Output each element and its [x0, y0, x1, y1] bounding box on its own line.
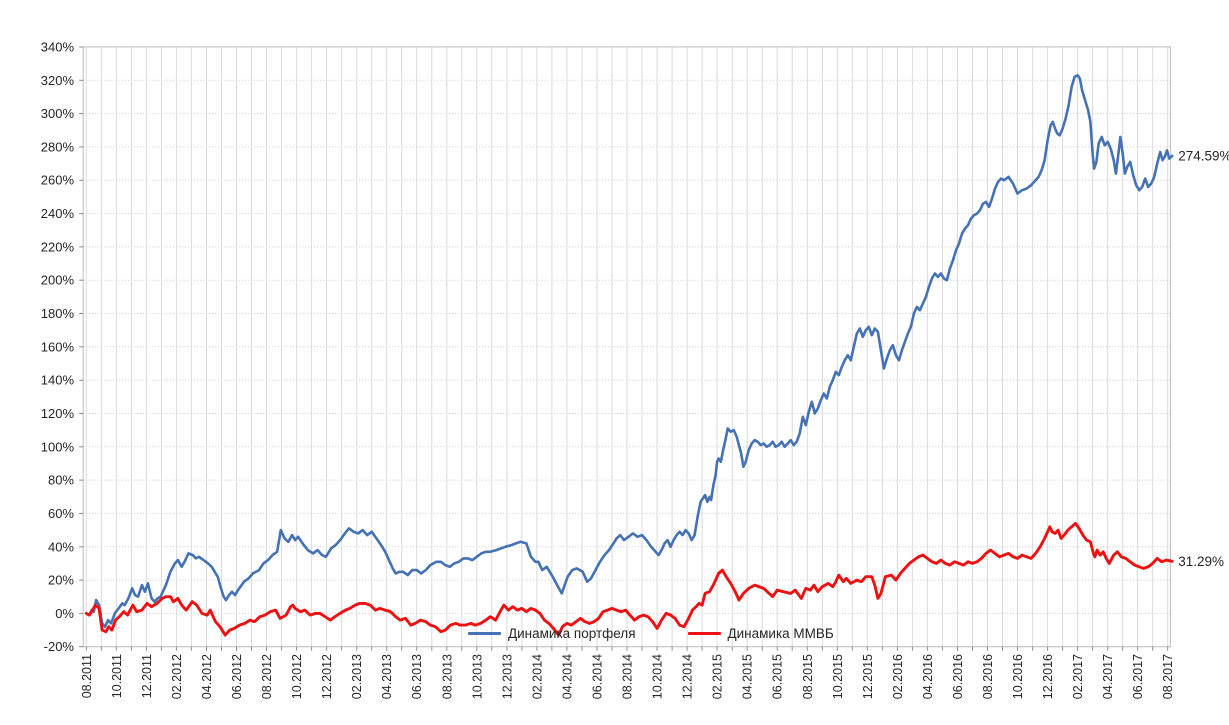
x-tick-label: 02.2016	[891, 654, 905, 699]
x-tick-label: 06.2017	[1131, 654, 1145, 699]
x-tick-label: 04.2012	[200, 654, 214, 699]
x-axis-labels: 08.2011 10.2011 12.2011 02.2012 04.2012 06.20…	[80, 654, 1175, 699]
x-tick-label: 12.2011	[140, 654, 154, 698]
axis-tick-marks	[79, 46, 1169, 651]
series-line-portfolio	[85, 74, 1174, 628]
x-tick-label: 08.2011	[80, 654, 94, 698]
y-tick-label: 240%	[41, 206, 75, 221]
y-tick-label: 60%	[48, 506, 74, 521]
legend-label-micex: Динамика ММВБ	[727, 626, 834, 641]
x-tick-label: 12.2012	[320, 654, 334, 699]
x-tick-label: 12.2014	[681, 654, 695, 699]
y-tick-label: 80%	[48, 473, 74, 488]
x-tick-label: 04.2013	[380, 654, 394, 699]
x-tick-label: 02.2012	[170, 654, 184, 699]
x-tick-label: 06.2014	[591, 654, 605, 699]
x-tick-label: 10.2013	[470, 654, 484, 699]
x-tick-label: 02.2014	[530, 654, 544, 699]
x-tick-label: 08.2016	[981, 654, 995, 699]
x-tick-label: 12.2013	[500, 654, 514, 699]
x-tick-label: 08.2015	[801, 654, 815, 699]
y-tick-label: 0%	[55, 606, 74, 621]
micex-line-swatch-icon	[687, 632, 721, 635]
y-tick-label: 260%	[41, 173, 75, 188]
x-tick-label: 10.2014	[651, 654, 665, 699]
legend-label-portfolio: Динамика портфеля	[508, 626, 636, 641]
series-line-micex	[84, 521, 1174, 637]
x-tick-label: 12.2015	[861, 654, 875, 699]
x-tick-label: 02.2015	[711, 654, 725, 699]
y-tick-label: 340%	[41, 40, 75, 55]
x-tick-label: 10.2011	[110, 654, 124, 698]
x-tick-label: 04.2017	[1101, 654, 1115, 699]
x-tick-label: 08.2017	[1161, 654, 1175, 699]
series-end-label-micex: 31.29%	[1178, 554, 1224, 569]
x-tick-label: 06.2012	[230, 654, 244, 699]
x-tick-label: 10.2015	[831, 654, 845, 699]
x-tick-label: 04.2014	[560, 654, 574, 699]
legend-item-portfolio: Динамика портфеля	[468, 626, 636, 641]
y-tick-label: 160%	[41, 339, 75, 354]
y-tick-label: 220%	[41, 239, 75, 254]
y-tick-label: 180%	[41, 306, 75, 321]
x-tick-label: 12.2016	[1041, 654, 1055, 699]
y-axis-labels: 340% 320% 300% 280% 260% 240% 220% 200% 180% 160%…	[41, 40, 75, 655]
x-tick-label: 06.2013	[410, 654, 424, 699]
x-tick-label: 08.2013	[440, 654, 454, 699]
y-tick-label: 300%	[41, 106, 75, 121]
x-tick-label: 06.2015	[771, 654, 785, 699]
x-tick-label: 02.2017	[1071, 654, 1085, 699]
x-tick-label: 02.2013	[350, 654, 364, 699]
y-tick-label: 100%	[41, 439, 75, 454]
x-tick-label: 04.2016	[921, 654, 935, 699]
x-tick-label: 04.2015	[741, 654, 755, 699]
y-tick-label: -20%	[44, 639, 75, 654]
portfolio-line-swatch-icon	[468, 632, 501, 635]
legend-item-micex: Динамика ММВБ	[687, 626, 834, 641]
x-tick-label: 08.2014	[621, 654, 635, 699]
y-tick-label: 40%	[48, 539, 74, 554]
y-tick-label: 20%	[48, 573, 74, 588]
vertical-gridlines	[85, 46, 1169, 647]
y-tick-label: 320%	[41, 73, 75, 88]
x-tick-label: 08.2012	[260, 654, 274, 699]
x-tick-label: 10.2016	[1011, 654, 1025, 699]
y-tick-label: 200%	[41, 273, 75, 288]
y-tick-label: 140%	[41, 373, 75, 388]
chart-legend: Динамика портфеля Динамика ММВБ	[468, 626, 834, 641]
y-tick-label: 120%	[41, 406, 75, 421]
series-end-label-portfolio: 274.59%	[1178, 148, 1229, 163]
x-tick-label: 10.2012	[290, 654, 304, 699]
y-tick-label: 280%	[41, 139, 75, 154]
x-tick-label: 06.2016	[951, 654, 965, 699]
